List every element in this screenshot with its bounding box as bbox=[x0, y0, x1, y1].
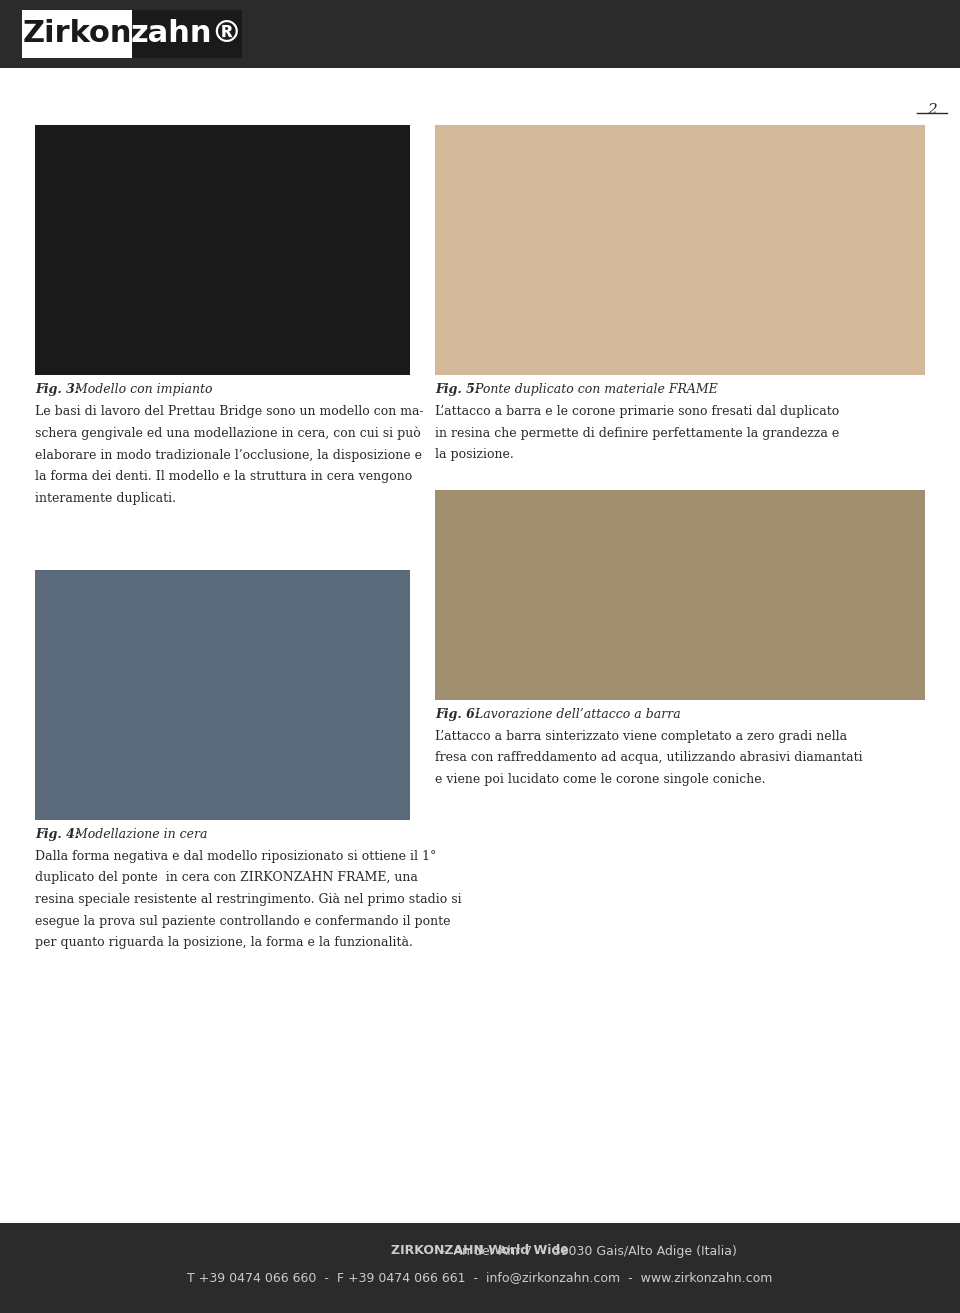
Bar bbox=[132, 11, 242, 58]
Bar bbox=[35, 125, 410, 376]
Bar bbox=[35, 570, 410, 821]
Text: Fig. 4:: Fig. 4: bbox=[35, 829, 80, 842]
Bar bbox=[435, 490, 925, 700]
Text: 2: 2 bbox=[927, 102, 937, 117]
Text: Fig. 6:: Fig. 6: bbox=[435, 708, 479, 721]
Bar bbox=[0, 0, 960, 68]
Bar bbox=[435, 125, 925, 376]
Text: L’attacco a barra e le corone primarie sono fresati dal duplicato
in resina che : L’attacco a barra e le corone primarie s… bbox=[435, 404, 839, 461]
Text: Modello con impianto: Modello con impianto bbox=[71, 383, 212, 397]
Text: Zirkon: Zirkon bbox=[22, 20, 132, 49]
Text: T +39 0474 066 660  -  F +39 0474 066 661  -  info@zirkonzahn.com  -  www.zirkon: T +39 0474 066 660 - F +39 0474 066 661 … bbox=[187, 1271, 773, 1284]
Text: L’attacco a barra sinterizzato viene completato a zero gradi nella
fresa con raf: L’attacco a barra sinterizzato viene com… bbox=[435, 730, 863, 786]
Text: -  An der Ahr 7  -  39030 Gais/Alto Adige (Italia): - An der Ahr 7 - 39030 Gais/Alto Adige (… bbox=[433, 1245, 737, 1258]
Text: Lavorazione dell’attacco a barra: Lavorazione dell’attacco a barra bbox=[471, 708, 681, 721]
Text: Dalla forma negativa e dal modello riposizionato si ottiene il 1°
duplicato del : Dalla forma negativa e dal modello ripos… bbox=[35, 850, 462, 949]
Text: ZIRKONZAHN World Wide: ZIRKONZAHN World Wide bbox=[391, 1245, 569, 1258]
Bar bbox=[22, 11, 242, 58]
Text: Modellazione in cera: Modellazione in cera bbox=[71, 829, 207, 842]
Text: zahn®: zahn® bbox=[131, 20, 243, 49]
Text: Fig. 3:: Fig. 3: bbox=[35, 383, 80, 397]
Text: Fig. 5:: Fig. 5: bbox=[435, 383, 479, 397]
Bar bbox=[0, 1222, 960, 1313]
Text: Ponte duplicato con materiale FRAME: Ponte duplicato con materiale FRAME bbox=[471, 383, 718, 397]
Text: Le basi di lavoro del Prettau Bridge sono un modello con ma-
schera gengivale ed: Le basi di lavoro del Prettau Bridge son… bbox=[35, 404, 423, 506]
